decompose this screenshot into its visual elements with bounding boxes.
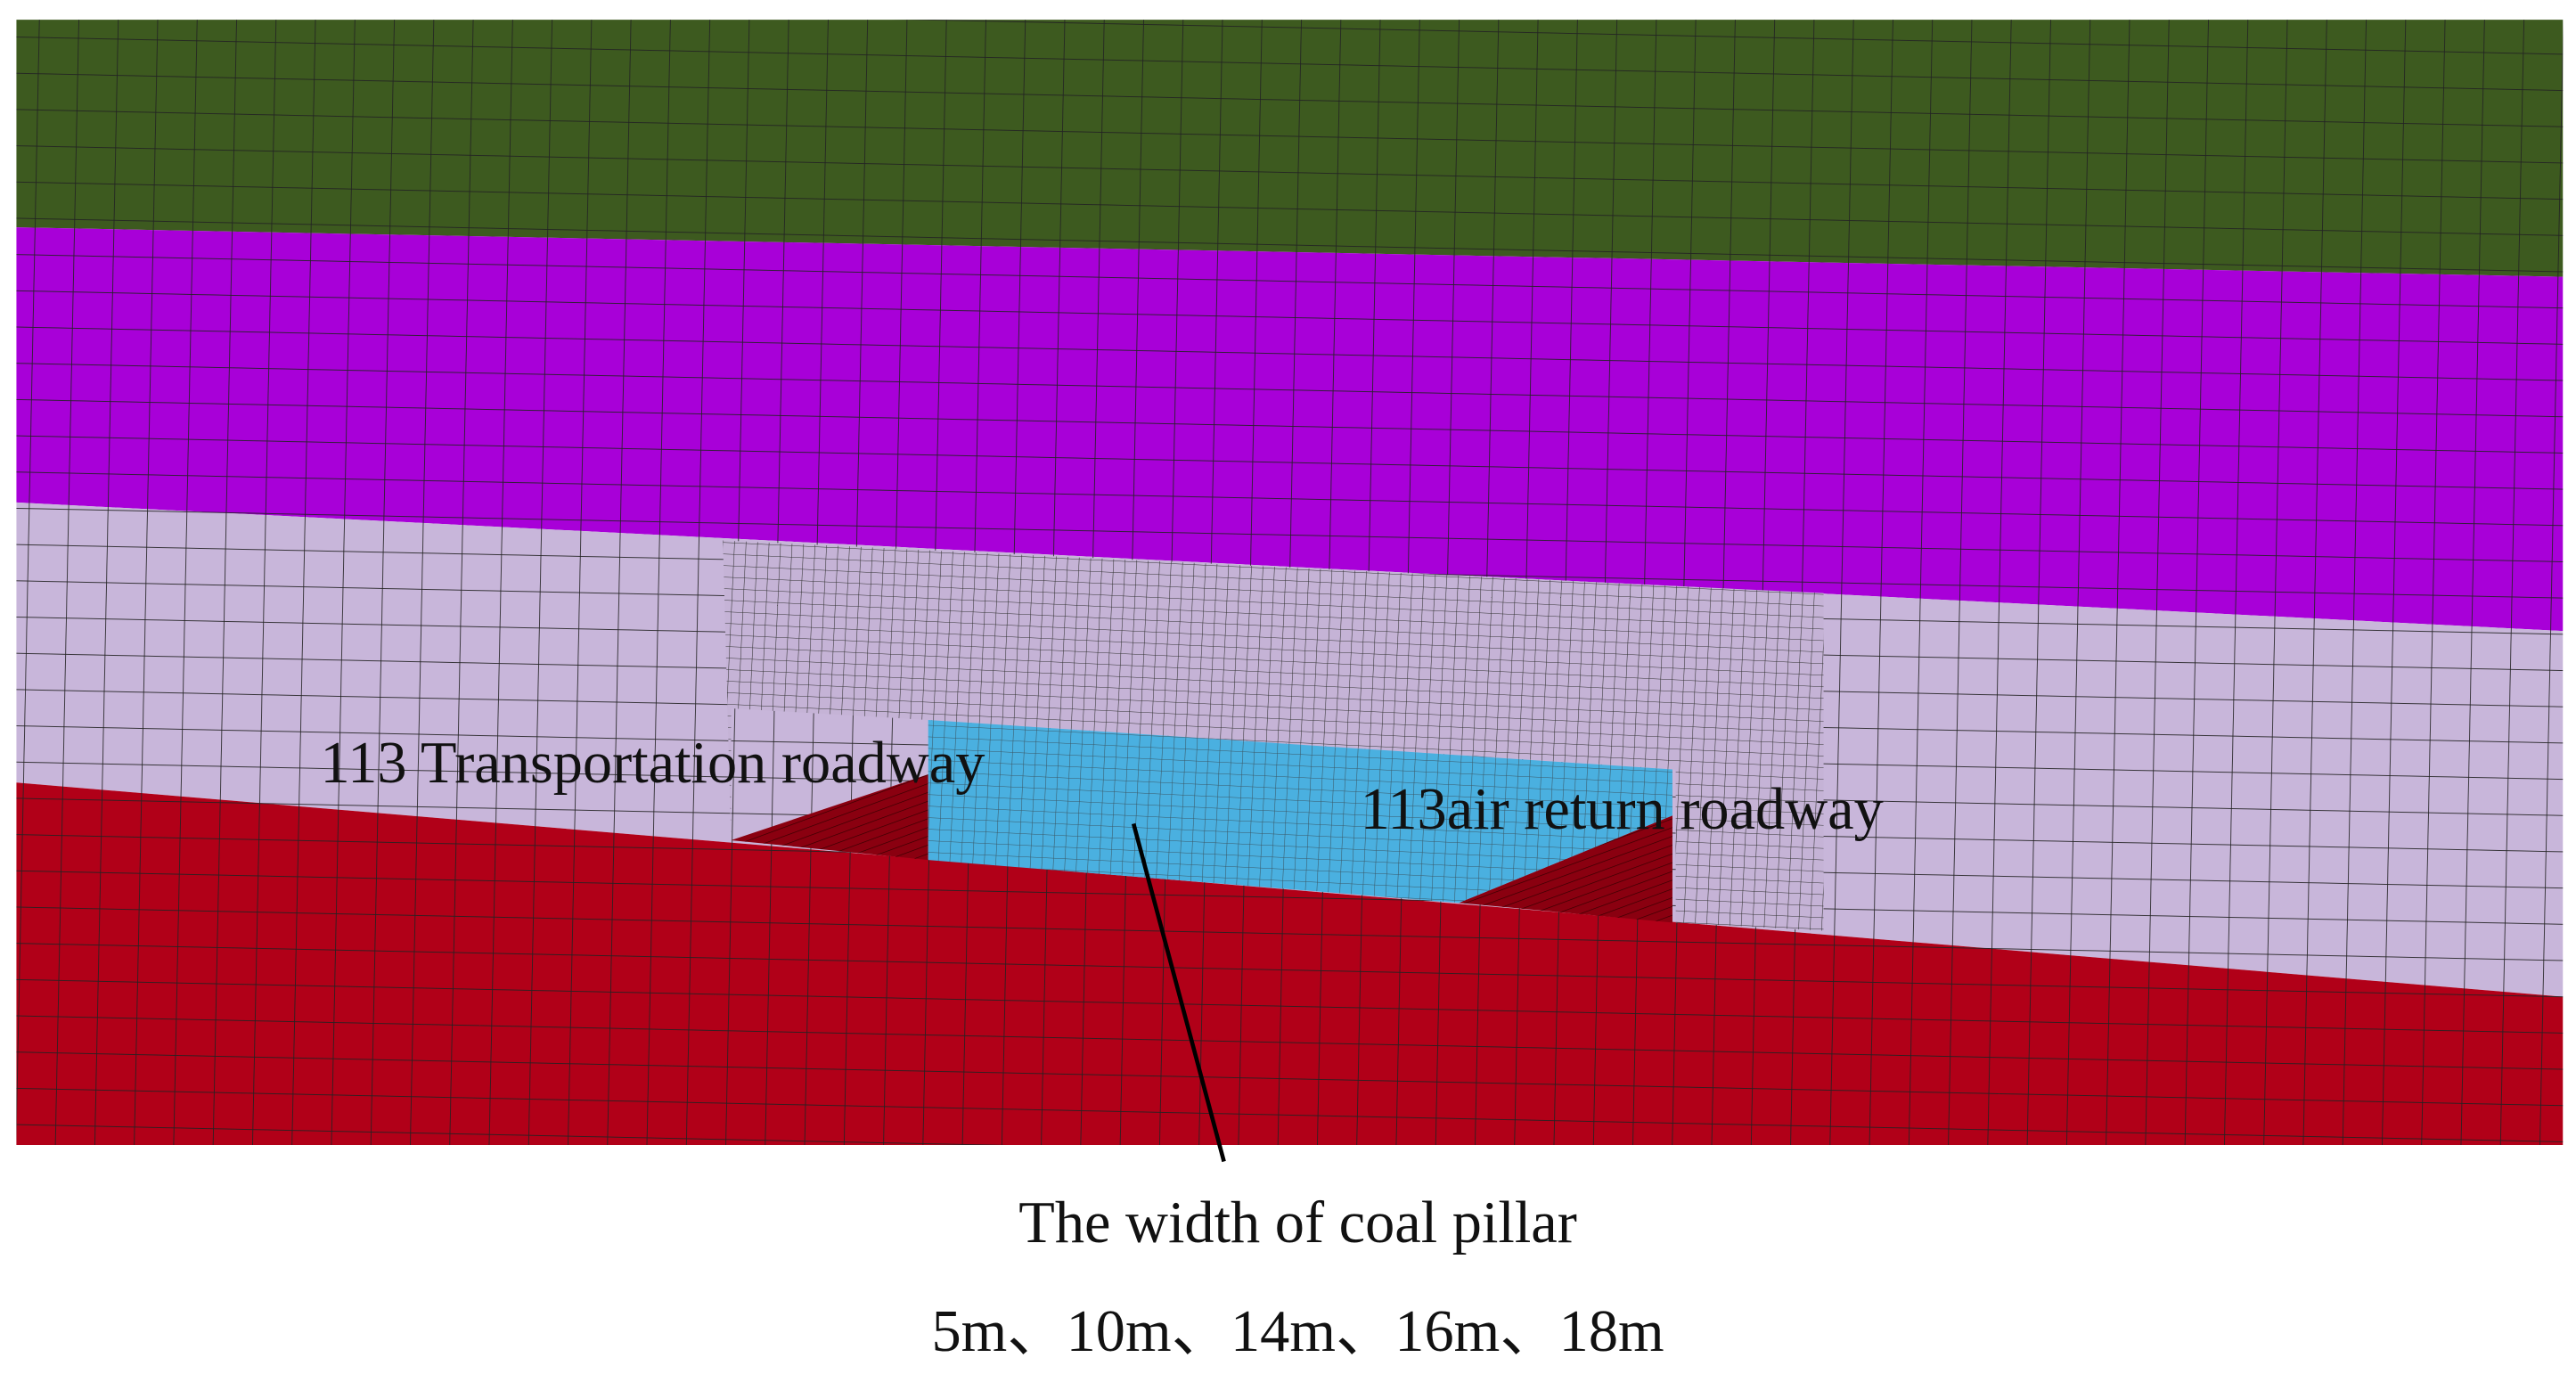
caption-widths: 5m、10m、14m、16m、18m [931, 1299, 1664, 1364]
caption-title: The width of coal pillar [1018, 1190, 1577, 1255]
strata [16, 20, 2564, 1146]
right-roadway-label: 113air return roadway [1361, 777, 1884, 842]
coal-pillar-mesh [928, 719, 1672, 904]
right-roadway-floor-mesh [1459, 815, 1672, 923]
pointer-line [1131, 822, 1226, 1163]
model-block [723, 540, 1824, 931]
left-roadway-floor-mesh [731, 773, 928, 861]
fine-block-mesh [723, 540, 1824, 931]
left-roadway-label: 113 Transportation roadway [321, 731, 985, 796]
